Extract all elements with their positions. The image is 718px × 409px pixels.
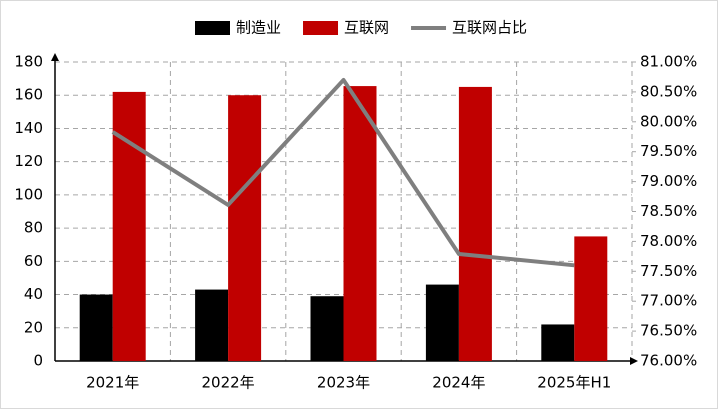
y-tick-label: 60 xyxy=(24,252,43,270)
bar xyxy=(541,324,575,361)
bar xyxy=(458,86,492,362)
legend-swatch xyxy=(303,21,339,35)
bar xyxy=(79,294,113,361)
bar xyxy=(228,95,262,361)
y2-tick-label: 77.50% xyxy=(640,262,697,280)
bar xyxy=(425,284,459,361)
y-tick-label: 180 xyxy=(14,53,43,71)
y2-tick-label: 79.50% xyxy=(640,142,697,160)
legend-label: 互联网占比 xyxy=(452,19,527,37)
x-axis-arrow xyxy=(630,357,638,365)
y-tick-label: 120 xyxy=(14,152,43,170)
x-tick-label: 2025年H1 xyxy=(537,374,611,392)
legend-swatch xyxy=(195,21,230,35)
x-tick-label: 2024年 xyxy=(432,374,485,392)
y-tick-label: 100 xyxy=(14,185,43,203)
y-axis-arrow xyxy=(51,53,59,61)
y2-tick-label: 81.00% xyxy=(640,53,697,71)
x-tick-label: 2023年 xyxy=(317,374,370,392)
line xyxy=(111,77,575,268)
y2-tick-label: 78.00% xyxy=(640,232,697,250)
bar xyxy=(343,86,377,361)
y2-tick-label: 78.50% xyxy=(640,202,697,220)
y2-tick-label: 79.00% xyxy=(640,172,697,190)
legend-label: 互联网 xyxy=(344,19,389,37)
bar xyxy=(310,296,344,361)
y2-tick-label: 80.50% xyxy=(640,82,697,100)
x-tick-label: 2021年 xyxy=(86,374,139,392)
y-tick-label: 0 xyxy=(33,352,43,370)
y-tick-label: 20 xyxy=(24,318,43,336)
x-tick-label: 2022年 xyxy=(202,374,255,392)
y2-tick-label: 77.00% xyxy=(640,292,697,310)
y-tick-label: 140 xyxy=(14,119,43,137)
y-tick-label: 40 xyxy=(24,285,43,303)
y2-tick-label: 80.00% xyxy=(640,112,697,130)
y2-tick-label: 76.00% xyxy=(640,352,697,370)
bar xyxy=(574,236,608,361)
legend-label: 制造业 xyxy=(236,19,281,37)
bar xyxy=(112,91,146,362)
y-tick-label: 160 xyxy=(14,86,43,104)
bar xyxy=(195,289,229,361)
y-tick-label: 80 xyxy=(24,219,43,237)
y2-tick-label: 76.50% xyxy=(640,322,697,340)
